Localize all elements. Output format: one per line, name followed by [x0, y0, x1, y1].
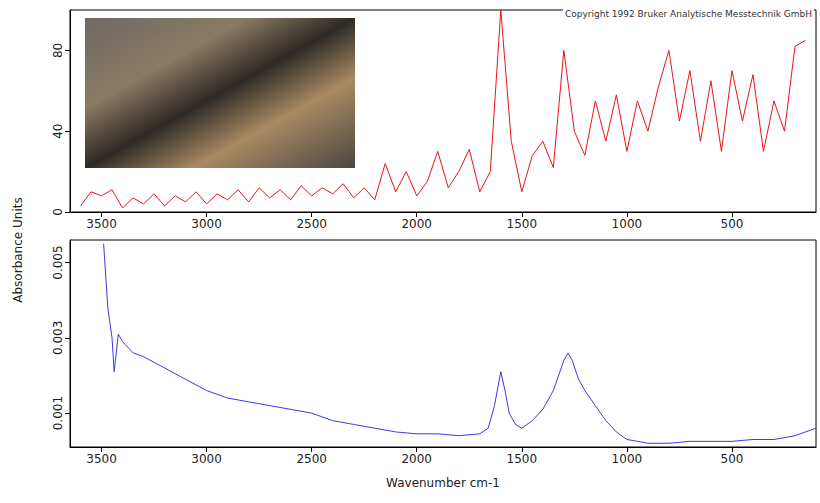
svg-text:40: 40: [51, 124, 65, 139]
svg-text:0: 0: [51, 208, 65, 216]
svg-text:1000: 1000: [612, 217, 643, 231]
svg-text:0.005: 0.005: [51, 245, 65, 279]
svg-text:2500: 2500: [296, 217, 327, 231]
svg-text:2500: 2500: [296, 452, 327, 466]
svg-text:Copyright 1992 Bruker Analytis: Copyright 1992 Bruker Analytische Messte…: [565, 9, 812, 19]
svg-text:500: 500: [720, 217, 743, 231]
svg-text:Absorbance Units: Absorbance Units: [11, 197, 25, 302]
svg-text:3000: 3000: [191, 452, 222, 466]
svg-text:3500: 3500: [86, 452, 117, 466]
svg-text:1500: 1500: [507, 217, 538, 231]
svg-text:2000: 2000: [401, 217, 432, 231]
svg-text:1500: 1500: [507, 452, 538, 466]
svg-text:Wavenumber cm-1: Wavenumber cm-1: [386, 476, 500, 490]
svg-text:3000: 3000: [191, 217, 222, 231]
svg-text:500: 500: [720, 452, 743, 466]
svg-text:0.003: 0.003: [51, 321, 65, 355]
svg-text:3500: 3500: [86, 217, 117, 231]
svg-text:1000: 1000: [612, 452, 643, 466]
svg-text:0.001: 0.001: [51, 396, 65, 430]
svg-text:2000: 2000: [401, 452, 432, 466]
svg-text:80: 80: [51, 43, 65, 58]
